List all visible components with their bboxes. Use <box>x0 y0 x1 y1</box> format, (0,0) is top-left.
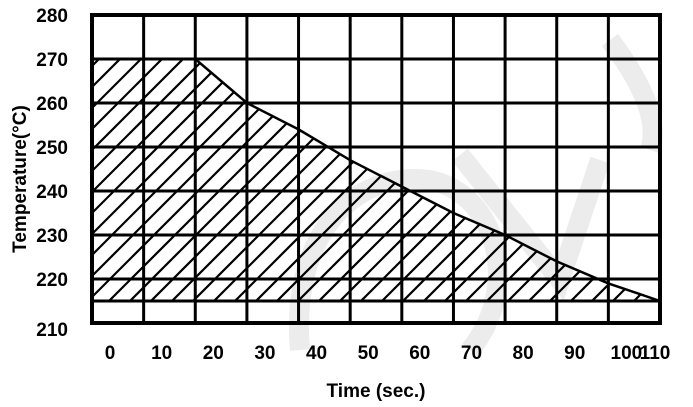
watermark-stroke <box>601 34 663 154</box>
watermark-stroke <box>288 169 508 357</box>
x-tick-label: 80 <box>513 343 534 364</box>
x-tick-label: 50 <box>358 343 379 364</box>
hatch-line <box>370 59 660 301</box>
x-tick-label: 20 <box>203 343 224 364</box>
hatch-line <box>391 59 660 301</box>
x-tick-label: 90 <box>564 343 585 364</box>
y-tick-label: 240 <box>36 182 68 203</box>
plot-frame <box>90 13 662 325</box>
y-tick-label: 270 <box>36 50 68 71</box>
y-tick-label: 220 <box>36 270 68 291</box>
x-tick-label: 0 <box>105 343 116 364</box>
x-axis-title: Time (sec.) <box>327 381 426 402</box>
x-tick-label: 70 <box>461 343 482 364</box>
temperature-boundary-line <box>92 57 661 303</box>
x-tick-label: 100 <box>611 343 643 364</box>
y-tick-label: 210 <box>36 320 68 341</box>
hatch-line <box>686 5 693 333</box>
x-tick-label: 60 <box>409 343 430 364</box>
x-tick-label: 110 <box>640 343 671 364</box>
hatch-line <box>0 5 6 333</box>
hatch-line <box>643 59 660 301</box>
y-axis-title: Temperature(°C) <box>10 105 31 253</box>
hatch-line <box>92 59 217 301</box>
x-tick-label: 30 <box>254 343 275 364</box>
y-tick-label: 260 <box>36 94 68 115</box>
y-tick-label: 250 <box>36 138 68 159</box>
boundary-layer <box>92 57 661 303</box>
x-tick-label: 40 <box>306 343 327 364</box>
y-tick-label: 280 <box>36 6 68 27</box>
x-tick-label: 10 <box>151 343 172 364</box>
y-tick-labels: 210 220 230 240 250 260 270 280 <box>36 6 68 341</box>
hatch-line <box>665 5 693 333</box>
y-tick-label: 230 <box>36 226 68 247</box>
grid-layer <box>90 13 662 325</box>
watermark-layer <box>288 34 663 357</box>
